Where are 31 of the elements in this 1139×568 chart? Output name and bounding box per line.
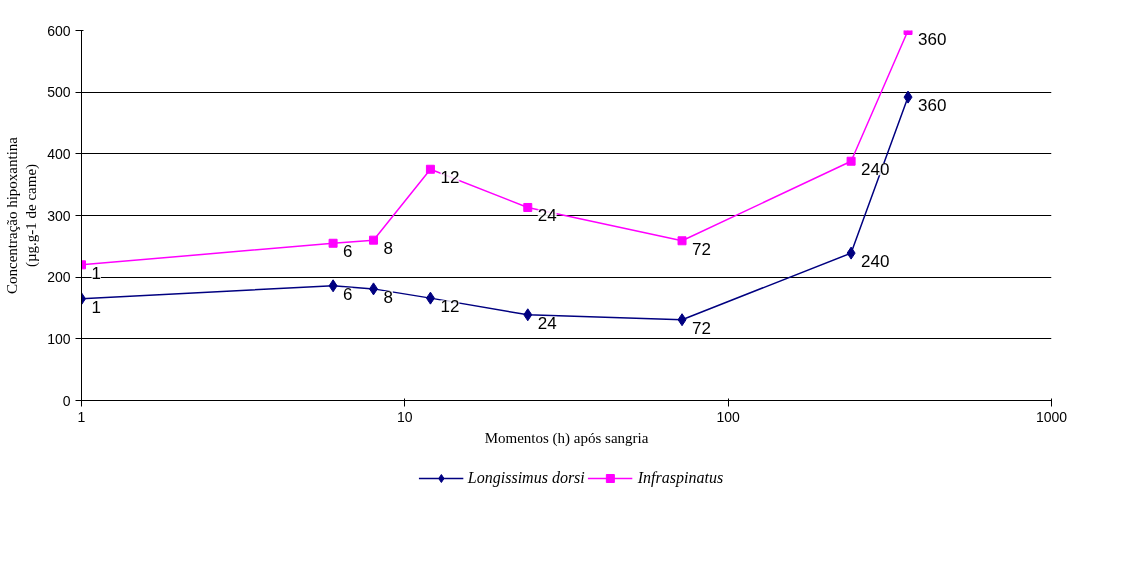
annotation: 24 — [537, 313, 557, 333]
x-axis-title: Momentos (h) após sangria — [484, 429, 649, 447]
annotation: 240 — [861, 252, 890, 272]
annotation: 6 — [343, 242, 353, 262]
annotation: 6 — [343, 284, 353, 304]
annotation: 12 — [440, 168, 460, 188]
annotation: 12 — [440, 297, 460, 317]
annotation: 240 — [861, 160, 890, 180]
annotation: 72 — [692, 239, 711, 259]
annotation: 360 — [918, 29, 947, 49]
y-tick-label: 0 — [62, 392, 71, 409]
x-tick-label: 1 — [77, 408, 86, 425]
y-tick-label: 400 — [47, 145, 71, 162]
annotation: 1 — [91, 263, 101, 283]
x-tick-label: 100 — [716, 408, 741, 425]
x-tick-label: 1000 — [1035, 408, 1068, 425]
y-tick-label: 500 — [47, 84, 71, 101]
x-tick-label: 10 — [397, 408, 413, 425]
annotation: 1 — [91, 297, 101, 317]
annotation: 8 — [383, 239, 393, 259]
annotation: 8 — [383, 287, 393, 307]
legend-label: Longissimus dorsi — [467, 469, 585, 487]
y-tick-label: 300 — [47, 207, 71, 224]
annotation: 360 — [918, 96, 947, 116]
y-tick-label: 200 — [47, 269, 71, 286]
annotation: 72 — [692, 318, 711, 338]
y-tick-label: 600 — [47, 22, 71, 39]
y-axis-title: Concentração hipoxantina (µg.g-1 de came) — [3, 136, 41, 295]
y-tick-label: 100 — [47, 330, 71, 347]
legend-label: Infraspinatus — [637, 469, 724, 487]
annotation: 24 — [537, 206, 557, 226]
